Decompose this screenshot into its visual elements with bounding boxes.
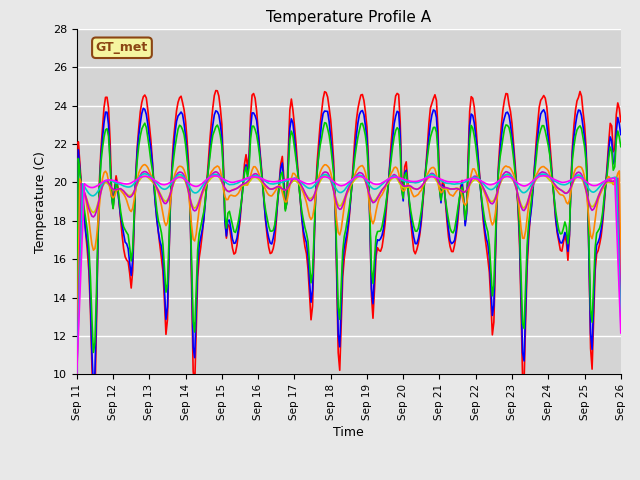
X-axis label: Time: Time	[333, 426, 364, 439]
Title: Temperature Profile A: Temperature Profile A	[266, 10, 431, 25]
Y-axis label: Temperature (C): Temperature (C)	[35, 151, 47, 252]
Text: GT_met: GT_met	[96, 41, 148, 54]
